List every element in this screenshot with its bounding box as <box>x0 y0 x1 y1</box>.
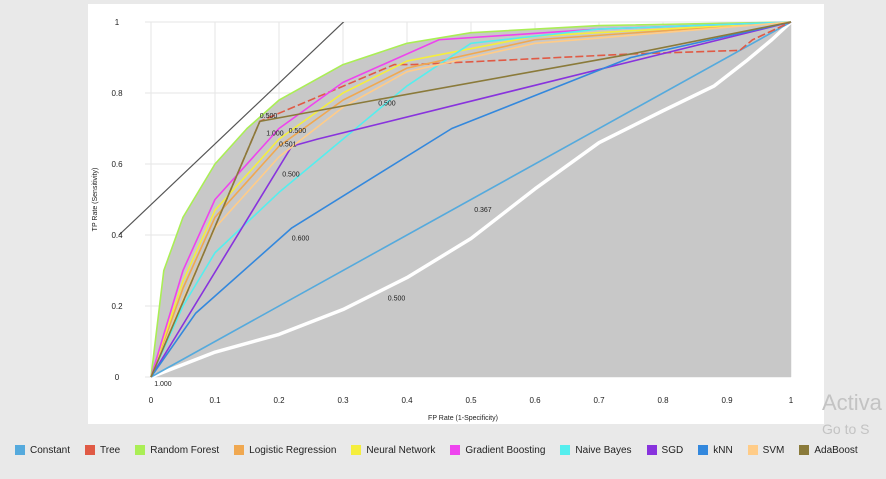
x-tick-label: 0.5 <box>465 396 477 405</box>
legend-swatch <box>799 445 810 455</box>
threshold-annotation: 0.500 <box>378 100 396 107</box>
series-line-knn <box>150 21 792 378</box>
series-line-sgd <box>150 21 792 378</box>
y-axis-label: TP Rate (Sensitivity) <box>92 168 99 232</box>
legend-item-knn: kNN <box>698 444 733 456</box>
x-tick-label: 1 <box>789 396 794 405</box>
watermark-line-2: Go to S <box>822 421 870 437</box>
legend-item-random-forest: Random Forest <box>135 445 219 456</box>
x-tick-label: 0.1 <box>209 396 221 405</box>
roc-chart: 0 0.1 0.2 0.3 0.4 0.5 0.6 0.7 0.8 0.9 1 0 0.2 0.4 0.6 0… <box>88 4 824 424</box>
legend-label: Neural Network <box>366 444 436 456</box>
y-tick-label: 0.4 <box>111 231 123 240</box>
series-line-constant <box>150 21 792 378</box>
y-tick-label: 0 <box>115 373 120 382</box>
x-tick-label: 0.6 <box>529 396 541 405</box>
threshold-annotation: 0.500 <box>289 128 307 135</box>
series-line-neural-network <box>150 21 792 378</box>
legend-swatch <box>698 445 709 455</box>
threshold-annotation: 0.367 <box>474 207 492 214</box>
series-line-adaboost <box>150 21 792 378</box>
threshold-annotation: 1.000 <box>266 131 284 138</box>
series-line-naive-bayes <box>150 21 792 378</box>
legend-swatch <box>646 445 657 455</box>
x-tick-label: 0.9 <box>721 396 733 405</box>
roc-chart-svg: 0 0.1 0.2 0.3 0.4 0.5 0.6 0.7 0.8 0.9 100.20.40.60… <box>92 18 794 422</box>
threshold-annotation: 0.600 <box>292 235 310 242</box>
legend-item-adaboost: AdaBoost <box>799 444 858 456</box>
legend-label: Gradient Boosting <box>465 444 546 456</box>
series-line-random-forest <box>150 21 792 378</box>
y-tick-label: 0.8 <box>111 89 123 98</box>
x-tick-label: 0.2 <box>273 396 285 405</box>
y-tick-label: 1 <box>115 18 120 27</box>
threshold-annotation: 0.500 <box>282 171 300 178</box>
legend-swatch <box>135 445 146 455</box>
legend-swatch <box>15 445 25 455</box>
legend-item-neural-network: Neural Network <box>351 445 435 456</box>
series-line-logistic-regression <box>150 21 792 378</box>
x-tick-label: 0.7 <box>593 396 605 405</box>
legend-item-constant: Constant <box>15 445 70 456</box>
legend-label: Logistic Regression <box>249 444 337 456</box>
x-tick-label: 0.4 <box>401 396 413 405</box>
legend-label: Random Forest <box>150 444 220 456</box>
threshold-annotation: 0.500 <box>260 113 278 120</box>
legend-label: Constant <box>30 444 71 456</box>
legend-label: Naive Bayes <box>575 444 632 456</box>
threshold-annotation: 0.500 <box>388 296 406 303</box>
series-line-svm <box>150 21 792 378</box>
legend-item-naive-bayes: Naive Bayes <box>560 444 632 456</box>
legend-swatch <box>351 445 362 455</box>
overlay-white-curve <box>150 20 793 379</box>
legend-swatch <box>234 445 245 455</box>
threshold-annotation: 1.000 <box>154 381 172 388</box>
iso-performance-tangent-line <box>118 22 345 236</box>
series-line-tree <box>150 21 792 378</box>
legend-label: SVM <box>762 444 785 456</box>
legend-swatch <box>560 445 571 455</box>
threshold-annotation: 0.501 <box>279 141 297 148</box>
x-axis-label: FP Rate (1-Specificity) <box>428 415 498 422</box>
legend-item-tree: Tree <box>85 445 120 456</box>
legend-swatch <box>747 445 758 455</box>
legend-label: SGD <box>661 444 684 456</box>
y-tick-label: 0.6 <box>111 160 123 169</box>
legend-item-svm: SVM <box>747 444 785 456</box>
x-tick-label: 0.3 <box>337 396 349 405</box>
legend-item-sgd: SGD <box>646 444 684 456</box>
legend-swatch <box>450 445 461 455</box>
x-tick-label: 0.8 <box>657 396 669 405</box>
legend-label: kNN <box>713 444 733 456</box>
series-line-gradient-boosting <box>150 21 792 378</box>
chart-legend: Constant Tree Random Forest Logistic Regres… <box>0 438 886 462</box>
y-tick-label: 0.2 <box>111 302 123 311</box>
legend-label: Tree <box>100 444 121 456</box>
legend-item-gradient-boosting: Gradient Boosting <box>450 445 545 456</box>
legend-item-logistic-regression: Logistic Regression <box>234 445 336 456</box>
legend-label: AdaBoost <box>814 444 858 456</box>
watermark-line-1: Activa <box>822 392 882 415</box>
windows-activation-watermark: Activa Go to S <box>822 392 886 452</box>
legend-swatch <box>85 445 96 455</box>
x-tick-label: 0 <box>149 396 154 405</box>
